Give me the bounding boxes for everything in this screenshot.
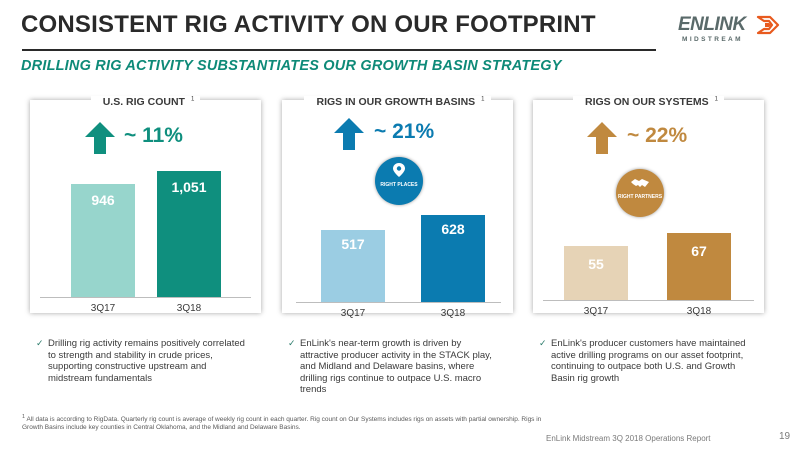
- panel-title: U.S. RIG COUNT 1: [30, 92, 261, 110]
- x-tick-label: 3Q18: [176, 303, 202, 314]
- chart-bar-3q18: 67: [667, 233, 731, 300]
- chart-axis: [40, 297, 251, 298]
- bullet-point: ✓ EnLink's near-term growth is driven by…: [288, 338, 492, 395]
- title-rule: [22, 49, 656, 51]
- check-icon: ✓: [288, 338, 296, 348]
- x-tick-label: 3Q18: [686, 306, 712, 317]
- panel-title: RIGS ON OUR SYSTEMS 1: [533, 92, 764, 110]
- logo-wordmark: ENLINK: [678, 14, 746, 35]
- footnote-mark: 1: [22, 414, 26, 420]
- badge-label: RIGHT PLACES: [380, 182, 418, 188]
- check-icon: ✓: [36, 338, 44, 348]
- check-icon: ✓: [539, 338, 547, 348]
- logo-chevron-icon: [756, 15, 780, 35]
- footnote: 1 All data is according to RigData. Quar…: [22, 413, 542, 432]
- up-arrow-icon: [587, 122, 617, 154]
- enlink-logo: ENLINK MIDSTREAM: [672, 6, 790, 50]
- x-tick-label: 3Q17: [340, 308, 366, 319]
- x-tick-label: 3Q17: [90, 303, 116, 314]
- right-partners-badge: RIGHT PARTNERS: [616, 169, 664, 217]
- chart-axis: [543, 300, 754, 301]
- panel-box: [30, 100, 261, 313]
- x-tick-label: 3Q18: [440, 308, 466, 319]
- footer-text: EnLink Midstream 3Q 2018 Operations Repo…: [546, 434, 711, 443]
- up-arrow-icon: [85, 122, 115, 154]
- bar-value-label: 628: [441, 221, 465, 237]
- chart-bar-3q17: 946: [71, 184, 135, 297]
- footnote-text: All data is according to RigData. Quarte…: [22, 416, 542, 432]
- bar-value-label: 517: [341, 236, 365, 252]
- up-arrow-icon: [334, 118, 364, 150]
- page-subtitle: DRILLING RIG ACTIVITY SUBSTANTIATES OUR …: [21, 58, 562, 74]
- x-tick-label: 3Q17: [583, 306, 609, 317]
- map-pin-icon: [393, 163, 405, 177]
- chart-bar-3q17: 55: [564, 246, 628, 300]
- logo-subtext: MIDSTREAM: [682, 36, 743, 43]
- chart-bar-3q18: 628: [421, 215, 485, 302]
- panel-us-rig-count: U.S. RIG COUNT 1 ~ 11% 946 1,051 3Q17 3Q1…: [30, 96, 261, 400]
- badge-label: RIGHT PARTNERS: [617, 194, 663, 200]
- chart-bar-3q17: 517: [321, 230, 385, 302]
- bar-value-label: 55: [588, 256, 604, 272]
- panel-growth-basins: RIGS IN OUR GROWTH BASINS 1 ~ 21% RIGHT P…: [282, 96, 513, 400]
- panel-our-systems: RIGS ON OUR SYSTEMS 1 ~ 22% RIGHT PARTNER…: [533, 96, 764, 400]
- bar-value-label: 67: [691, 243, 707, 259]
- bar-value-label: 946: [91, 192, 115, 208]
- chart-bar-3q18: 1,051: [157, 171, 221, 297]
- chart-axis: [296, 302, 501, 303]
- change-percent: ~ 22%: [627, 124, 688, 147]
- change-percent: ~ 11%: [124, 124, 183, 147]
- right-places-badge: RIGHT PLACES: [375, 157, 423, 205]
- handshake-icon: [631, 179, 649, 187]
- panel-title: RIGS IN OUR GROWTH BASINS 1: [282, 92, 513, 110]
- bullet-point: ✓ Drilling rig activity remains positive…: [36, 338, 245, 384]
- change-percent: ~ 21%: [374, 120, 435, 143]
- bar-value-label: 1,051: [171, 179, 207, 195]
- bullet-point: ✓ EnLink's producer customers have maint…: [539, 338, 746, 384]
- page-number: 19: [779, 431, 791, 442]
- page-title: CONSISTENT RIG ACTIVITY ON OUR FOOTPRINT: [21, 11, 596, 38]
